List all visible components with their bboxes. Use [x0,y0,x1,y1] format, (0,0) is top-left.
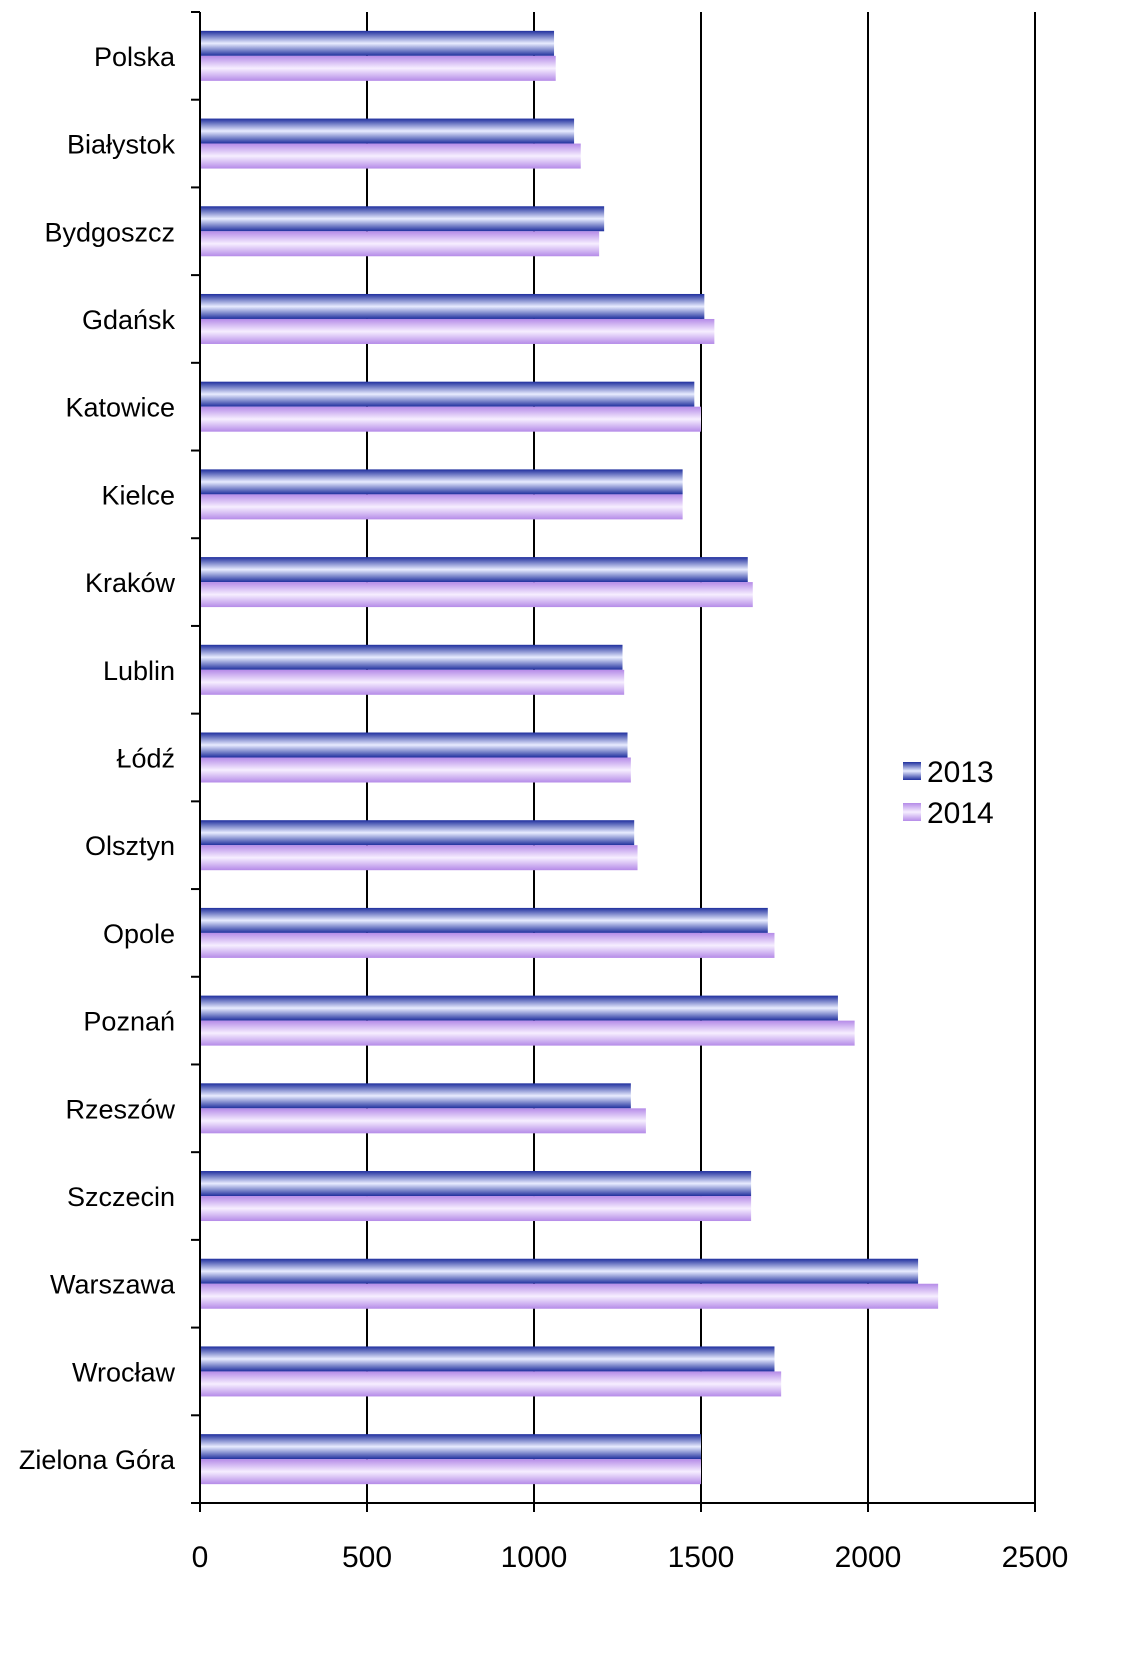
category-label: Poznań [83,1007,175,1037]
bar-2014-Poznań [200,1020,855,1046]
category-label: Gdańsk [82,305,176,335]
x-tick-label-1000: 1000 [501,1541,568,1574]
bar-2014-Wrocław [200,1371,782,1397]
category-label: Zielona Góra [19,1445,176,1475]
legend-swatch-2013 [903,762,921,780]
bar-2013-Bydgoszcz [200,206,605,232]
axes [191,11,1036,1512]
category-label: Wrocław [72,1357,176,1387]
x-tick-label-1500: 1500 [668,1541,735,1574]
labels: 0 500 1000 1500 2000 2500 Polska Białystok Bydgo… [19,42,1068,1574]
x-tick-label-2000: 2000 [835,1541,902,1574]
bar-2013-Łódź [200,732,628,758]
bar-2014-Kielce [200,494,683,520]
legend-label-2013: 2013 [927,756,994,789]
bar-2013-Opole [200,907,768,933]
category-label: Białystok [67,130,176,160]
bar-2013-Kielce [200,469,683,495]
category-label: Katowice [65,393,175,423]
category-label: Rzeszów [65,1094,175,1124]
bar-2014-Białystok [200,143,581,169]
bar-2013-Zielona Góra [200,1434,701,1460]
bar-2014-Olsztyn [200,845,638,871]
bar-2013-Polska [200,30,555,56]
bar-2013-Szczecin [200,1171,752,1197]
category-label: Bydgoszcz [44,217,175,247]
x-tick-label-500: 500 [342,1541,392,1574]
bar-2013-Poznań [200,995,838,1021]
legend-label-2014: 2014 [927,797,994,830]
bar-2014-Lublin [200,669,625,695]
category-label: Polska [94,42,176,72]
bar-2013-Rzeszów [200,1083,631,1109]
category-label: Kielce [101,480,175,510]
bar-2014-Polska [200,55,556,81]
bar-2013-Gdańsk [200,293,705,319]
bar-2013-Białystok [200,118,575,144]
x-tick-label-0: 0 [192,1541,209,1574]
bar-2013-Kraków [200,557,748,583]
bars [200,30,939,1485]
bar-2014-Kraków [200,582,753,608]
bar-2014-Warszawa [200,1283,939,1309]
bar-2014-Katowice [200,406,701,432]
category-label: Warszawa [50,1270,176,1300]
bar-2014-Szczecin [200,1196,752,1222]
category-label: Opole [103,919,175,949]
bar-2013-Lublin [200,644,623,670]
bar-2013-Warszawa [200,1258,919,1284]
category-label: Łódź [116,744,175,774]
bar-2014-Opole [200,932,775,958]
category-label: Szczecin [67,1182,175,1212]
category-label: Kraków [85,568,176,598]
bar-2014-Zielona Góra [200,1459,701,1485]
bar-2014-Bydgoszcz [200,231,600,257]
bar-2013-Katowice [200,381,695,407]
x-tick-label-2500: 2500 [1002,1541,1069,1574]
bar-2013-Wrocław [200,1346,775,1372]
bar-2014-Gdańsk [200,318,715,344]
bar-2014-Rzeszów [200,1108,646,1134]
legend-swatch-2014 [903,803,921,821]
bar-2014-Łódź [200,757,631,783]
legend: 2013 2014 [903,756,994,830]
gridlines [366,12,1036,1503]
category-label: Lublin [103,656,175,686]
bar-2013-Olsztyn [200,820,635,846]
category-label: Olsztyn [85,831,175,861]
